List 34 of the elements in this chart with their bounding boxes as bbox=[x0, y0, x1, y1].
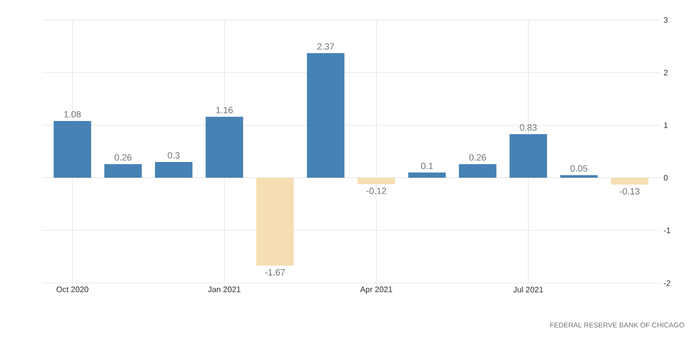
bar bbox=[154, 162, 192, 178]
x-tick-label: Apr 2021 bbox=[360, 286, 392, 294]
data-label: -0.12 bbox=[366, 188, 386, 194]
bar bbox=[54, 120, 92, 178]
data-label: 2.37 bbox=[317, 43, 334, 50]
bar bbox=[610, 178, 648, 185]
y-tick-label: 3 bbox=[664, 17, 668, 23]
data-label: 0.26 bbox=[114, 154, 132, 161]
data-label: 0.1 bbox=[421, 162, 433, 170]
data-label: 1.16 bbox=[216, 106, 233, 114]
bar bbox=[408, 172, 446, 178]
data-label: -0.13 bbox=[620, 188, 640, 195]
y-tick-label: 1 bbox=[664, 122, 668, 128]
bar bbox=[358, 178, 396, 184]
data-label: 0.3 bbox=[168, 152, 180, 158]
bar bbox=[306, 53, 344, 178]
data-label: 0.05 bbox=[570, 165, 588, 172]
bar bbox=[560, 175, 598, 178]
y-tick-label: -2 bbox=[664, 280, 670, 286]
bar bbox=[206, 116, 244, 178]
x-tick-label: Oct 2020 bbox=[56, 286, 88, 292]
y-tick-label: 2 bbox=[664, 70, 668, 76]
data-label: 1.08 bbox=[64, 111, 81, 118]
x-tick-label: Jan 2021 bbox=[208, 286, 240, 292]
data-label: -1.67 bbox=[265, 269, 285, 276]
bar bbox=[458, 164, 496, 178]
data-label: 0.26 bbox=[469, 154, 486, 161]
y-tick-label: 0 bbox=[664, 174, 668, 181]
bar bbox=[510, 134, 548, 178]
bar bbox=[104, 164, 142, 178]
y-tick-label: -1 bbox=[664, 228, 670, 234]
data-label: 0.83 bbox=[520, 124, 537, 131]
bar bbox=[256, 178, 294, 266]
x-tick-label: Jul 2021 bbox=[513, 286, 544, 292]
